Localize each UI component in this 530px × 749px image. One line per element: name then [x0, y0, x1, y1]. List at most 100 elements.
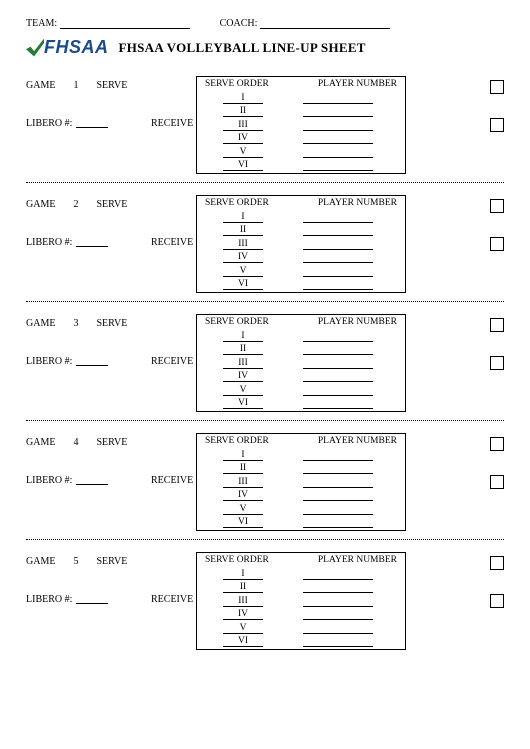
- player-number-line[interactable]: [303, 213, 373, 223]
- player-number-line[interactable]: [303, 345, 373, 355]
- serve-order-roman: IV: [223, 133, 263, 144]
- serve-order-roman: VI: [223, 398, 263, 409]
- serve-order-roman: V: [223, 504, 263, 515]
- receive-label: RECEIVE: [151, 237, 193, 248]
- coach-input-line[interactable]: [260, 19, 390, 29]
- receive-label: RECEIVE: [151, 594, 193, 605]
- coach-label: COACH:: [220, 18, 258, 29]
- order-row: VI: [205, 634, 397, 648]
- order-row: V: [205, 144, 397, 158]
- player-number-line[interactable]: [303, 121, 373, 131]
- player-number-line[interactable]: [303, 386, 373, 396]
- serve-order-header: SERVE ORDER: [205, 79, 269, 89]
- order-row: IV: [205, 131, 397, 145]
- serve-checkbox[interactable]: [490, 437, 504, 451]
- logo-check-icon: [26, 39, 44, 57]
- player-number-line[interactable]: [303, 518, 373, 528]
- player-number-line[interactable]: [303, 505, 373, 515]
- receive-checkbox[interactable]: [490, 237, 504, 251]
- player-number-line[interactable]: [303, 359, 373, 369]
- receive-checkbox[interactable]: [490, 356, 504, 370]
- serve-order-roman: IV: [223, 490, 263, 501]
- serve-order-roman: IV: [223, 609, 263, 620]
- player-number-line[interactable]: [303, 253, 373, 263]
- player-number-line[interactable]: [303, 624, 373, 634]
- serve-label: SERVE: [96, 199, 127, 210]
- libero-label: LIBERO #:: [26, 475, 72, 486]
- game-row: GAME 5 SERVE: [26, 556, 127, 567]
- order-row: IV: [205, 488, 397, 502]
- serve-order-roman: VI: [223, 279, 263, 290]
- libero-label: LIBERO #:: [26, 118, 72, 129]
- libero-input-line[interactable]: [76, 476, 108, 485]
- order-row: II: [205, 342, 397, 356]
- player-number-line[interactable]: [303, 332, 373, 342]
- order-box: SERVE ORDER PLAYER NUMBER IIIIIIIVVVI: [196, 195, 406, 293]
- serve-checkbox[interactable]: [490, 556, 504, 570]
- player-number-line[interactable]: [303, 570, 373, 580]
- serve-label: SERVE: [96, 318, 127, 329]
- serve-order-roman: I: [223, 450, 263, 461]
- libero-label: LIBERO #:: [26, 356, 72, 367]
- receive-checkbox[interactable]: [490, 475, 504, 489]
- game-label: GAME: [26, 318, 55, 329]
- serve-order-header: SERVE ORDER: [205, 198, 269, 208]
- libero-label: LIBERO #:: [26, 594, 72, 605]
- coach-field: COACH:: [220, 18, 390, 29]
- game-row: GAME 1 SERVE: [26, 80, 127, 91]
- order-row: II: [205, 104, 397, 118]
- game-number: 1: [73, 80, 78, 91]
- order-box: SERVE ORDER PLAYER NUMBER IIIIIIIVVVI: [196, 552, 406, 650]
- libero-input-line[interactable]: [76, 238, 108, 247]
- player-number-line[interactable]: [303, 134, 373, 144]
- libero-input-line[interactable]: [76, 119, 108, 128]
- page-title: FHSAA VOLLEYBALL LINE-UP SHEET: [119, 40, 366, 56]
- serve-checkbox[interactable]: [490, 199, 504, 213]
- serve-order-header: SERVE ORDER: [205, 436, 269, 446]
- receive-checkbox[interactable]: [490, 594, 504, 608]
- libero-input-line[interactable]: [76, 357, 108, 366]
- serve-checkbox[interactable]: [490, 80, 504, 94]
- serve-checkbox[interactable]: [490, 318, 504, 332]
- game-block: GAME 1 SERVE LIBERO #: RECEIVE SERVE ORD…: [26, 64, 504, 182]
- player-number-line[interactable]: [303, 597, 373, 607]
- player-number-line[interactable]: [303, 148, 373, 158]
- order-box: SERVE ORDER PLAYER NUMBER IIIIIIIVVVI: [196, 76, 406, 174]
- order-header: SERVE ORDER PLAYER NUMBER: [205, 198, 397, 208]
- fhsaa-logo: FHSAA: [26, 37, 109, 58]
- serve-order-header: SERVE ORDER: [205, 555, 269, 565]
- game-block: GAME 3 SERVE LIBERO #: RECEIVE SERVE ORD…: [26, 302, 504, 420]
- order-header: SERVE ORDER PLAYER NUMBER: [205, 79, 397, 89]
- player-number-line[interactable]: [303, 491, 373, 501]
- order-row: I: [205, 90, 397, 104]
- player-number-line[interactable]: [303, 583, 373, 593]
- game-row: GAME 4 SERVE: [26, 437, 127, 448]
- player-number-line[interactable]: [303, 267, 373, 277]
- player-number-line[interactable]: [303, 226, 373, 236]
- serve-order-roman: III: [223, 120, 263, 131]
- player-number-line[interactable]: [303, 280, 373, 290]
- player-number-line[interactable]: [303, 451, 373, 461]
- order-row: III: [205, 236, 397, 250]
- libero-input-line[interactable]: [76, 595, 108, 604]
- player-number-line[interactable]: [303, 637, 373, 647]
- player-number-line[interactable]: [303, 478, 373, 488]
- player-number-line[interactable]: [303, 240, 373, 250]
- receive-checkbox[interactable]: [490, 118, 504, 132]
- player-number-line[interactable]: [303, 464, 373, 474]
- player-number-line[interactable]: [303, 107, 373, 117]
- order-row: IV: [205, 607, 397, 621]
- player-number-line[interactable]: [303, 94, 373, 104]
- game-number: 5: [73, 556, 78, 567]
- game-row: GAME 2 SERVE: [26, 199, 127, 210]
- player-number-line[interactable]: [303, 610, 373, 620]
- serve-order-roman: VI: [223, 160, 263, 171]
- player-number-line[interactable]: [303, 372, 373, 382]
- order-row: III: [205, 355, 397, 369]
- serve-order-roman: I: [223, 569, 263, 580]
- libero-row: LIBERO #:: [26, 356, 108, 367]
- team-input-line[interactable]: [60, 19, 190, 29]
- player-number-line[interactable]: [303, 161, 373, 171]
- player-number-line[interactable]: [303, 399, 373, 409]
- order-row: II: [205, 580, 397, 594]
